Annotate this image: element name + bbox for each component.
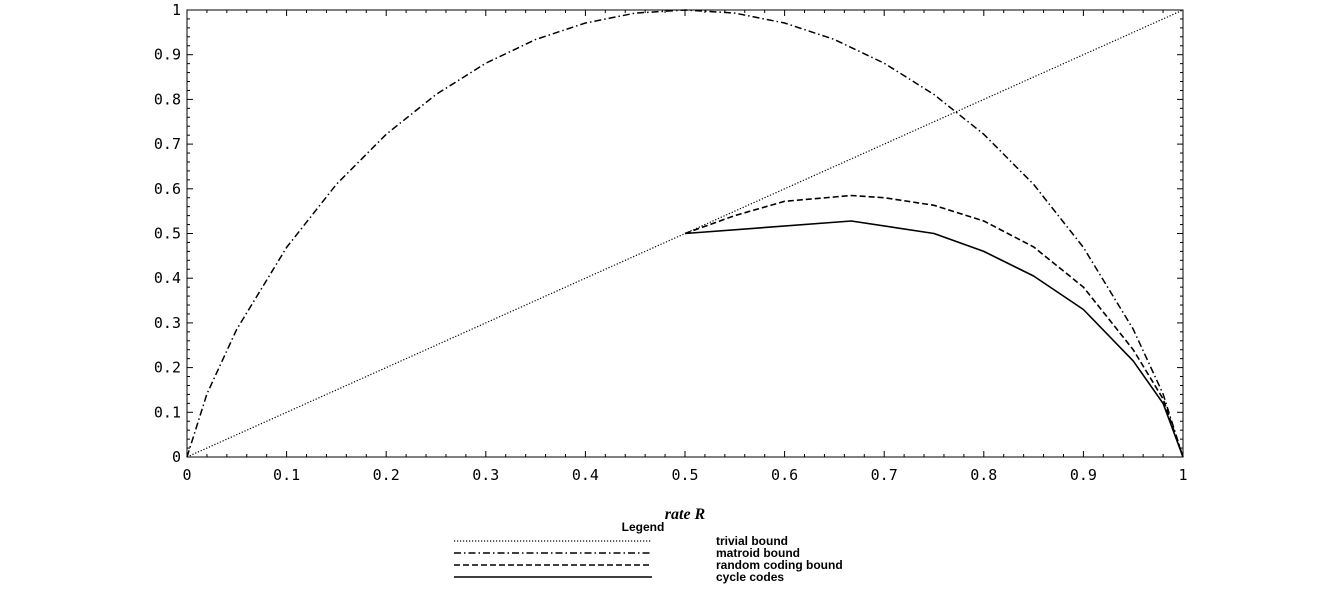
x-axis-ticks: 0 0.1 0.2 0.3 0.4 0.5 0.6 0.7 0.8 0.9 1: [182, 466, 1187, 484]
y-axis-ticks: 0 0.1 0.2 0.3 0.4 0.5 0.6 0.7 0.8 0.9 1: [154, 1, 181, 466]
series-lines: [186, 9, 1184, 458]
x-tick-label: 0.7: [871, 466, 898, 484]
x-axis-label: rate R: [665, 506, 706, 523]
x-tick-label: 0.4: [572, 466, 599, 484]
x-tick-label: 1: [1178, 466, 1187, 484]
x-tick-label: 0.2: [373, 466, 400, 484]
series-line-random-coding-bound: [684, 194, 1184, 458]
y-tick-label: 0.5: [154, 225, 181, 243]
x-tick-label: 0.3: [472, 466, 499, 484]
y-tick-label: 1: [172, 1, 181, 19]
legend-label-random-coding-bound: random coding bound: [716, 558, 843, 572]
x-tick-label: 0.8: [970, 466, 997, 484]
legend-label-cycle-codes: cycle codes: [716, 570, 784, 584]
legend-label-trivial-bound: trivial bound: [716, 534, 788, 548]
y-tick-label: 0.7: [154, 135, 181, 153]
y-tick-label: 0.8: [154, 90, 181, 108]
series-line-matroid-bound: [186, 9, 1184, 458]
x-tick-label: 0.9: [1070, 466, 1097, 484]
series-line-cycle-codes: [684, 220, 1184, 458]
y-tick-label: 0.6: [154, 180, 181, 198]
y-tick-label: 0.4: [154, 269, 181, 287]
y-tick-label: 0: [172, 448, 181, 466]
x-tick-label: 0: [182, 466, 191, 484]
legend-label-matroid-bound: matroid bound: [716, 546, 800, 560]
y-tick-label: 0.9: [154, 46, 181, 64]
y-tick-label: 0.3: [154, 314, 181, 332]
x-tick-label: 0.5: [671, 466, 698, 484]
legend-title: Legend: [622, 520, 665, 534]
x-tick-label: 0.6: [771, 466, 798, 484]
series-line-trivial-bound: [186, 9, 1184, 458]
y-tick-label: 0.2: [154, 359, 181, 377]
y-tick-label: 0.1: [154, 403, 181, 421]
x-tick-label: 0.1: [273, 466, 300, 484]
